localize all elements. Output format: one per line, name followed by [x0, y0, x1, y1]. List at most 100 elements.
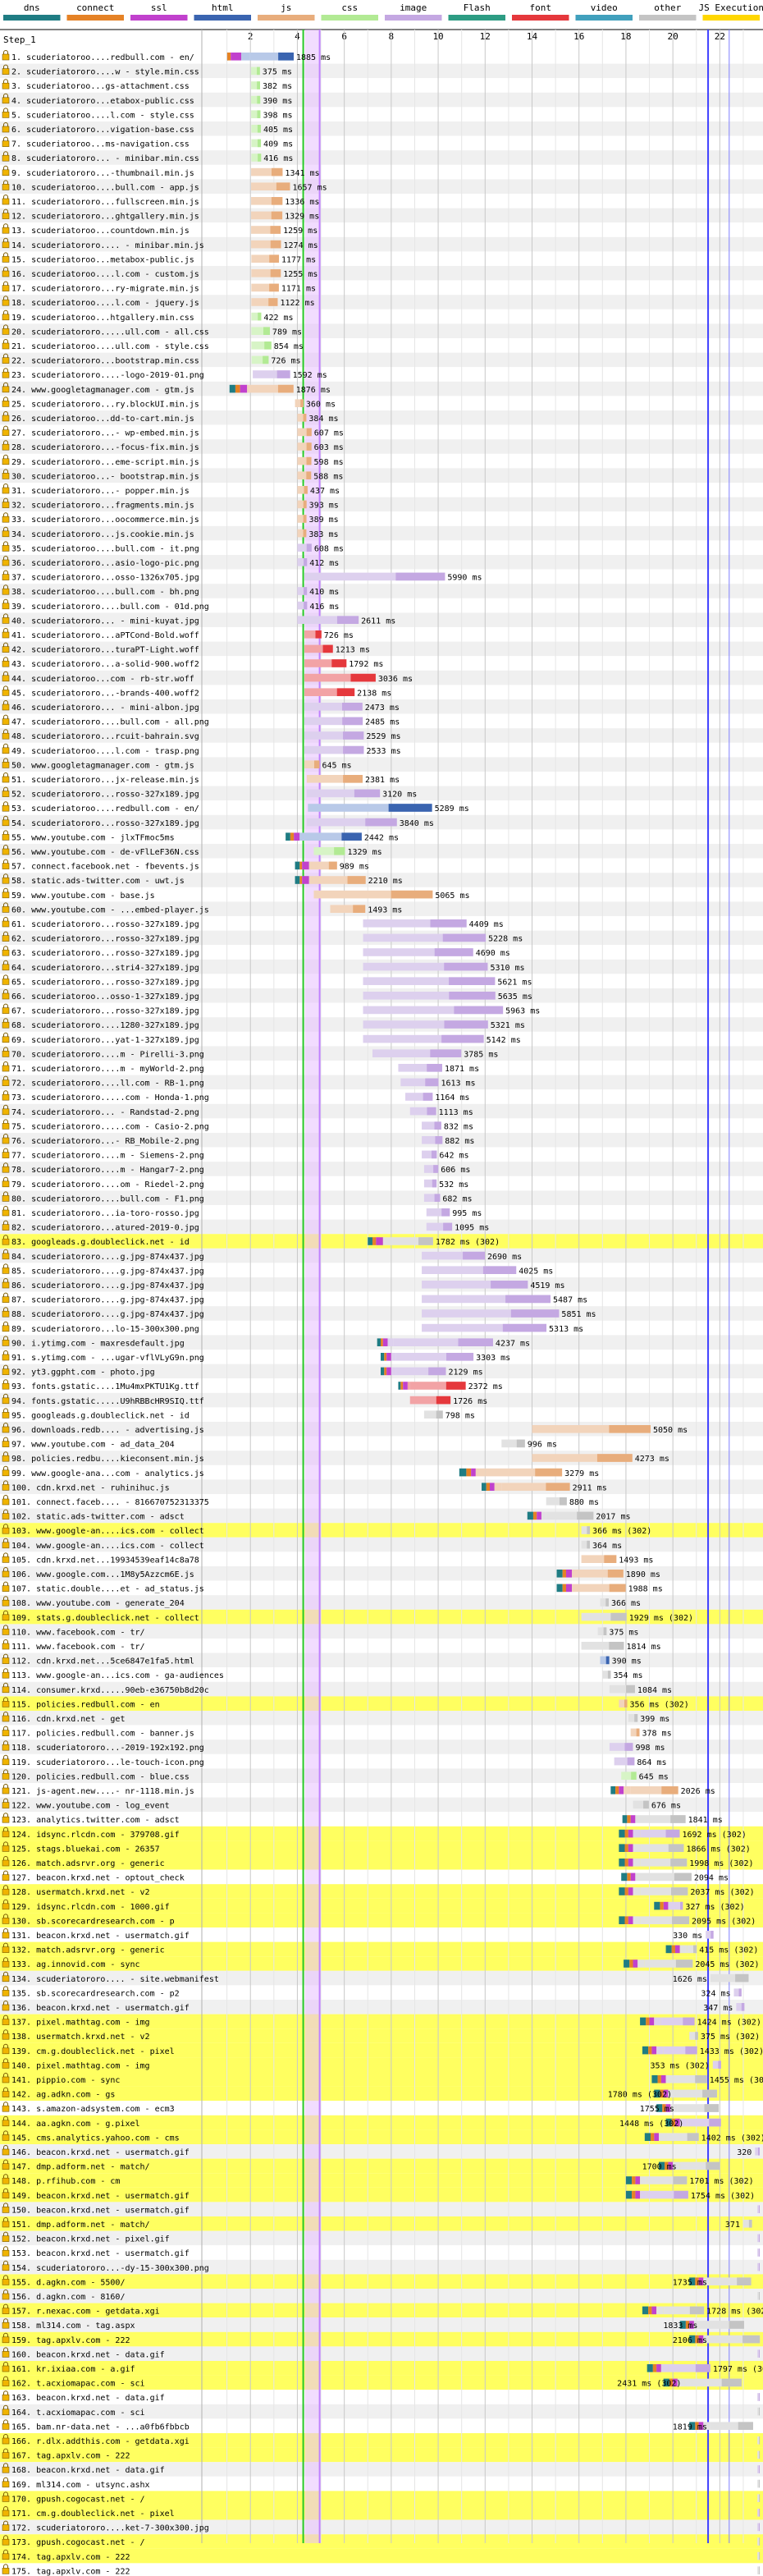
- request-bar: [393, 1338, 493, 1346]
- request-label: 100. cdn.krxd.net - ruhinihuc.js: [11, 1483, 170, 1492]
- duration-label: 598 ms: [314, 458, 344, 467]
- request-bar: [422, 1121, 441, 1130]
- download-bar: [258, 312, 262, 321]
- download-bar: [395, 572, 445, 581]
- download-bar: [257, 66, 260, 76]
- wait-phase-bar: [308, 861, 314, 870]
- download-bar: [502, 1323, 547, 1332]
- table-row: [0, 78, 763, 93]
- duration-label: 1493 ms: [368, 905, 402, 914]
- wait-phase-bar: [494, 1483, 502, 1491]
- wait-phase-bar: [703, 2335, 710, 2344]
- request-bar: [297, 543, 312, 552]
- lock-icon: [2, 859, 10, 869]
- request-bar: [712, 2060, 721, 2069]
- lock-icon: [2, 1971, 10, 1982]
- table-row: [0, 1869, 763, 1885]
- lock-icon: [2, 628, 10, 639]
- request-label: 18. scuderiatoroo....l.com - jquery.js: [11, 299, 199, 308]
- request-bar: [422, 1295, 551, 1304]
- duration-label: 1833 ms: [663, 2322, 697, 2331]
- table-row: [0, 453, 763, 469]
- request-label: 8. scuderiatororo... - minibar.min.css: [11, 154, 199, 163]
- connection-phase-bar: [562, 1570, 566, 1578]
- request-label: 113. www.google-an...ics.com - ga-audien…: [11, 1671, 224, 1680]
- download-bar: [693, 1945, 697, 1954]
- request-label: 127. beacon.krxd.net - optout_check: [11, 1874, 185, 1883]
- download-bar: [674, 2190, 688, 2199]
- request-label: 52. scuderiatororo...rosso-327x189.jpg: [11, 791, 199, 800]
- table-row: [0, 1652, 763, 1668]
- connection-phase-bar: [625, 2176, 633, 2184]
- request-label: 147. dmp.adform.net - match/: [11, 2163, 150, 2172]
- download-bar: [624, 1699, 628, 1707]
- table-row: [0, 1696, 763, 1711]
- connection-phase-bar: [556, 1584, 563, 1593]
- request-bar: [755, 2147, 760, 2156]
- request-label: 101. connect.faceb.... - 816670752313375: [11, 1498, 209, 1507]
- duration-label: 437 ms: [310, 487, 340, 496]
- request-bar: [546, 1511, 594, 1520]
- request-bar: [757, 2407, 760, 2416]
- table-row: [0, 2014, 763, 2029]
- download-bar: [331, 659, 347, 667]
- request-bar: [409, 1382, 466, 1390]
- table-row: [0, 309, 763, 324]
- table-row: [0, 1320, 763, 1336]
- request-bar: [306, 818, 397, 827]
- lock-icon: [2, 1827, 10, 1838]
- download-bar: [758, 2551, 760, 2560]
- connection-phase-bar: [295, 876, 300, 884]
- request-label: 31. scuderiatororo...- popper.min.js: [11, 487, 190, 496]
- request-label: 24. www.googletagmanager.com - gtm.js: [11, 386, 194, 395]
- request-bar: [297, 471, 312, 479]
- duration-label: 1780 ms (302): [608, 2091, 672, 2100]
- request-bar: [304, 745, 364, 754]
- connection-phase-bar: [698, 2335, 704, 2344]
- table-row: [0, 1089, 763, 1104]
- duration-label: 606 ms: [441, 1166, 470, 1175]
- connection-phase-bar: [482, 1483, 487, 1491]
- table-row: [0, 2534, 763, 2549]
- legend-label: font: [530, 2, 552, 13]
- duration-label: 353 ms (302): [651, 2061, 710, 2070]
- lock-icon: [2, 237, 10, 249]
- lock-icon: [2, 1206, 10, 1217]
- download-bar: [430, 1049, 462, 1057]
- request-bar: [405, 1093, 433, 1101]
- download-bar: [491, 1281, 528, 1289]
- table-row: [0, 1436, 763, 1451]
- table-row: [0, 92, 763, 108]
- duration-label: 360 ms: [306, 400, 336, 409]
- download-bar: [670, 1859, 688, 1867]
- connection-phase-bar: [556, 1570, 563, 1578]
- duration-label: 3785 ms: [464, 1050, 498, 1059]
- request-bar: [253, 370, 290, 378]
- duration-label: 1701 ms (302): [689, 2177, 753, 2186]
- request-label: 124. idsync.rlcdn.com - 379708.gif: [11, 1831, 180, 1840]
- duration-label: 1177 ms: [281, 255, 316, 264]
- connection-phase-bar: [627, 1872, 631, 1882]
- lock-icon: [2, 772, 10, 783]
- lock-icon: [2, 1596, 10, 1607]
- download-bar: [643, 1800, 649, 1809]
- lock-icon: [2, 1524, 10, 1534]
- request-label: 60. www.youtube.com - ...embed-player.js: [11, 905, 209, 914]
- lock-icon: [2, 2535, 10, 2546]
- lock-icon: [2, 2001, 10, 2011]
- request-label: 157. r.nexac.com - getdata.xgi: [11, 2308, 160, 2317]
- table-row: [0, 844, 763, 859]
- request-label: 70. scuderiatororo....m - Pirelli-3.png: [11, 1050, 204, 1059]
- download-bar: [636, 1728, 640, 1737]
- request-bar: [422, 1266, 517, 1274]
- duration-label: 789 ms: [272, 328, 302, 337]
- lock-icon: [2, 1075, 10, 1086]
- request-bar: [663, 2046, 697, 2055]
- request-bar: [689, 2032, 698, 2040]
- request-label: 40. scuderiatororo... - mini-kuyat.jpg: [11, 616, 199, 626]
- legend-swatch: [575, 15, 633, 21]
- request-bar: [363, 992, 496, 1000]
- connection-phase-bar: [625, 2190, 633, 2199]
- request-label: 174. tag.apxlv.com - 222: [11, 2553, 130, 2562]
- lock-icon: [2, 1350, 10, 1361]
